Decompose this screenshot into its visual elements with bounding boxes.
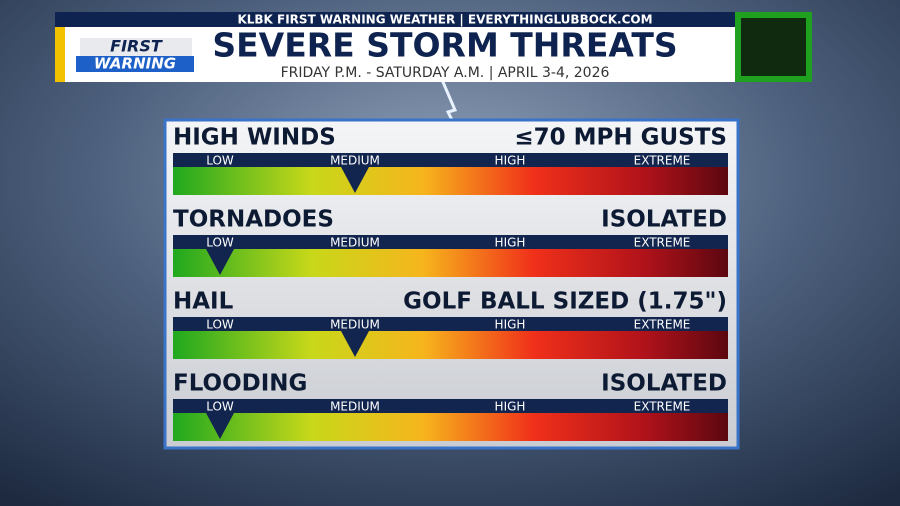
threat-bar [173, 167, 728, 195]
scale-strip [173, 317, 728, 331]
header-stripe [55, 27, 65, 82]
scale-label: MEDIUM [330, 400, 380, 414]
threat-bar [173, 413, 728, 441]
threat-detail: GOLF BALL SIZED (1.75") [403, 289, 727, 315]
scale-label: LOW [206, 236, 234, 250]
scale-label: LOW [206, 400, 234, 414]
logo-top: FIRST [110, 37, 163, 56]
scale-label: MEDIUM [330, 318, 380, 332]
threat-pointer [206, 413, 234, 439]
scale-strip [173, 235, 728, 249]
threat-detail: ≤70 MPH GUSTS [514, 125, 727, 151]
scale-label: EXTREME [634, 318, 691, 332]
scale-label: HIGH [495, 236, 526, 250]
scale-label: HIGH [495, 154, 526, 168]
station-logo-inner [741, 18, 806, 76]
title: SEVERE STORM THREATS [212, 26, 677, 65]
scale-label: HIGH [495, 400, 526, 414]
scale-label: MEDIUM [330, 236, 380, 250]
scale-strip [173, 153, 728, 167]
threat-name: HIGH WINDS [173, 125, 336, 151]
threat-detail: ISOLATED [601, 207, 727, 233]
scale-label: EXTREME [634, 154, 691, 168]
scale-label: EXTREME [634, 236, 691, 250]
threat-pointer [341, 331, 369, 357]
threat-pointer [206, 249, 234, 275]
banner [55, 12, 735, 27]
threat-bar [173, 331, 728, 359]
scale-label: LOW [206, 318, 234, 332]
threat-name: FLOODING [173, 371, 307, 397]
threat-bar [173, 249, 728, 277]
banner-text: KLBK FIRST WARNING WEATHER | EVERYTHINGL… [237, 13, 652, 27]
threat-rows: HIGH WINDS ≤70 MPH GUSTS LOW MEDIUM HIGH EXTR… [173, 125, 728, 441]
threat-detail: ISOLATED [601, 371, 727, 397]
subtitle: FRIDAY P.M. - SATURDAY A.M. | APRIL 3-4,… [281, 65, 610, 81]
scale-label: MEDIUM [330, 154, 380, 168]
logo-top-box [80, 38, 192, 56]
logo-bottom-box [76, 56, 194, 72]
threat-name: TORNADOES [173, 207, 334, 233]
scale-label: EXTREME [634, 400, 691, 414]
logo-bottom: WARNING [94, 55, 176, 73]
threat-pointer [341, 167, 369, 193]
scale-label: HIGH [495, 318, 526, 332]
threat-name: HAIL [173, 289, 234, 315]
scale-strip [173, 399, 728, 413]
scale-label: LOW [206, 154, 234, 168]
